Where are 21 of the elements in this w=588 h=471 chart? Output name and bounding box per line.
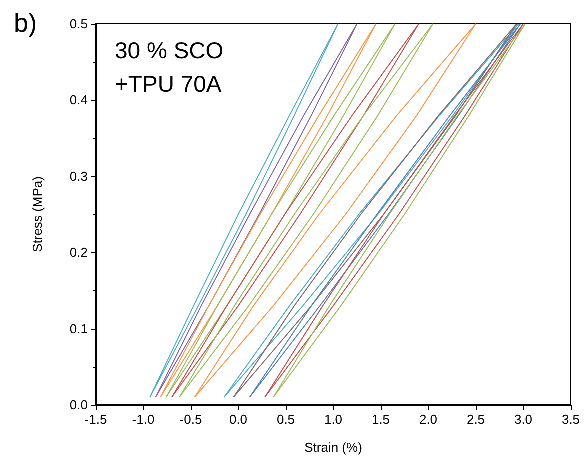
x-tick-label: 0.5 [276, 412, 296, 427]
x-tick-label: 2.5 [466, 412, 486, 427]
x-tick-label: 1.0 [324, 412, 343, 427]
x-tick-label: 3.0 [514, 412, 533, 427]
x-tick-label: -1.5 [84, 412, 108, 427]
annotation: 30 % SCO +TPU 70A [115, 38, 224, 98]
x-tick-label: 0.0 [229, 412, 248, 427]
y-tick-label: 0.3 [70, 168, 88, 184]
x-axis-title: Strain (%) [304, 440, 362, 455]
x-tick-label: 3.5 [562, 412, 580, 427]
y-tick-label: 0.1 [70, 321, 88, 336]
y-axis-title: Stress (MPa) [30, 176, 45, 252]
x-tick-label: -1.0 [132, 412, 155, 427]
text: b) [14, 8, 38, 38]
y-tick-label: 0.5 [70, 16, 88, 32]
x-tick-label: 1.5 [372, 412, 390, 427]
y-tick-label: 0.4 [70, 92, 88, 108]
x-tick-label: -0.5 [180, 412, 202, 427]
y-tick-label: 0.2 [70, 245, 88, 260]
y-tick-label: 0.0 [70, 398, 88, 412]
x-tick-label: 2.0 [419, 412, 438, 427]
